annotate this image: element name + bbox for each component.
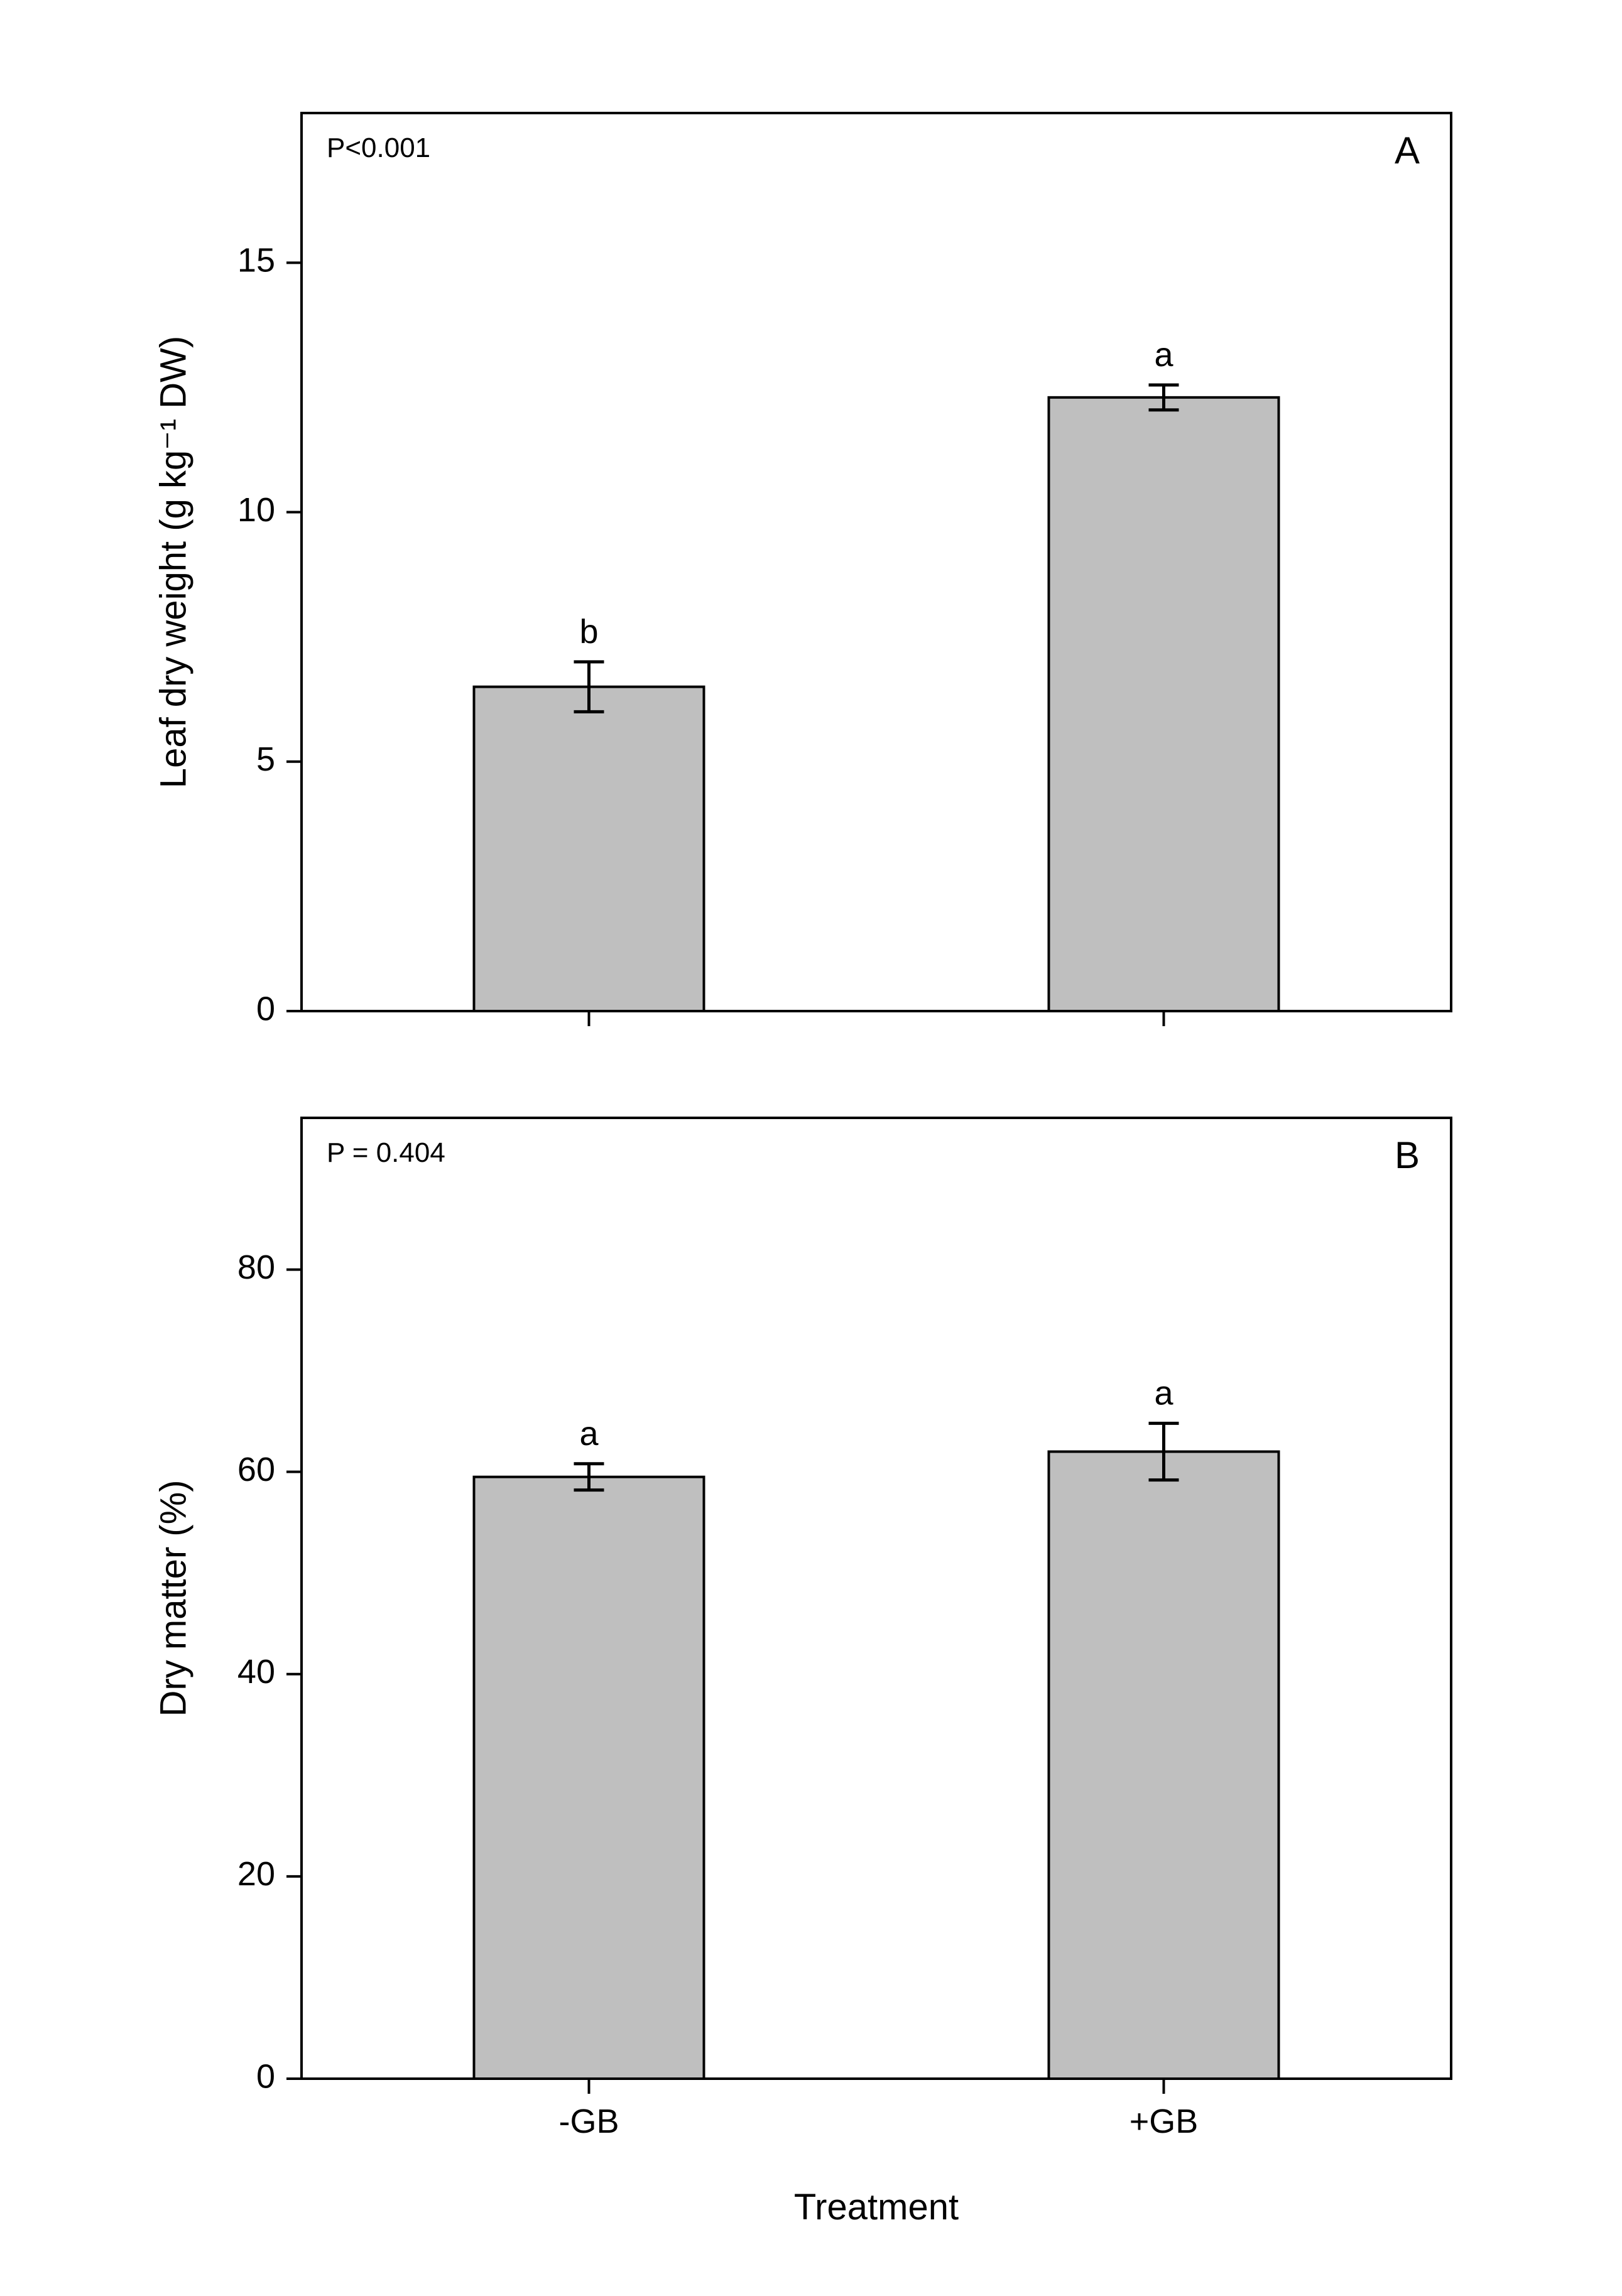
bar [474, 1477, 704, 2079]
panel-letter: B [1395, 1134, 1420, 1176]
significance-letter: b [579, 613, 598, 651]
x-category-label: -GB [558, 2103, 619, 2140]
y-tick-label: 80 [237, 1248, 275, 1286]
y-tick-label: 15 [237, 242, 275, 279]
significance-letter: a [1154, 1374, 1173, 1412]
panel-letter: A [1395, 129, 1420, 171]
y-tick-label: 40 [237, 1653, 275, 1691]
bar [1049, 398, 1279, 1011]
y-axis-label: Dry matter (%) [153, 1480, 193, 1717]
y-tick-label: 0 [256, 2057, 275, 2095]
bar [1049, 1451, 1279, 2079]
y-tick-label: 60 [237, 1451, 275, 1488]
y-axis-label: Leaf dry weight (g kg⁻¹ DW) [153, 336, 193, 788]
y-tick-label: 0 [256, 990, 275, 1027]
x-category-label: +GB [1129, 2103, 1199, 2140]
p-value-text: P = 0.404 [327, 1137, 445, 1168]
figure-svg: 0 5 10 15 Leaf dry weight (g kg⁻¹ DW) b a P<0.0… [0, 0, 1622, 2296]
y-tick-label: 5 [256, 740, 275, 778]
x-axis-label: Treatment [794, 2187, 959, 2228]
significance-letter: a [1154, 336, 1173, 374]
bar [474, 687, 704, 1011]
p-value-text: P<0.001 [327, 133, 430, 163]
y-tick-label: 20 [237, 1855, 275, 1893]
y-tick-label: 10 [237, 491, 275, 529]
significance-letter: a [579, 1415, 599, 1453]
